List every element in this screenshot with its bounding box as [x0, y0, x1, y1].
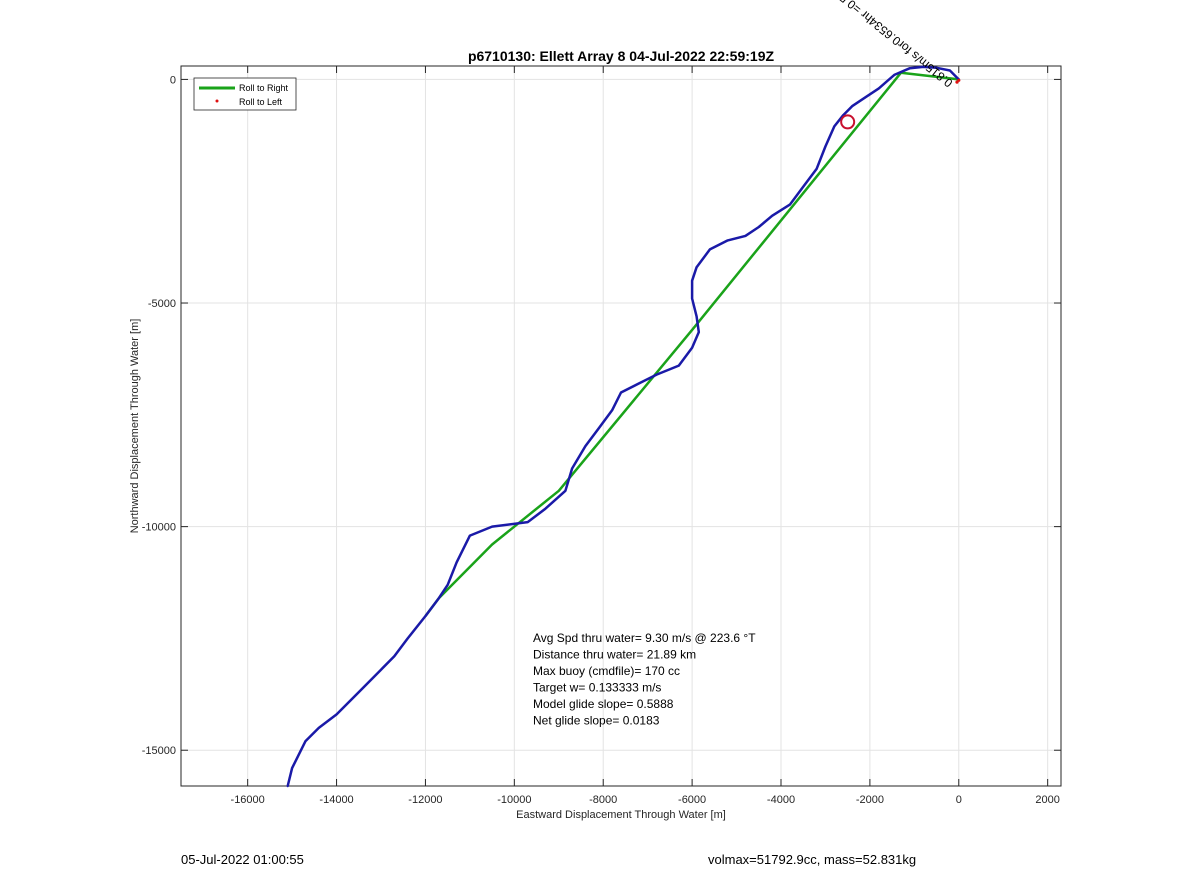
stats-line: Target w= 0.133333 m/s — [533, 681, 661, 695]
legend-label-roll-right: Roll to Right — [239, 83, 289, 93]
stats-annotation: Avg Spd thru water= 9.30 m/s @ 223.6 °T D… — [533, 631, 756, 728]
x-tick-label: -8000 — [589, 794, 617, 806]
stats-line: Model glide slope= 0.5888 — [533, 697, 674, 711]
x-tick-label: -6000 — [678, 794, 706, 806]
y-tick-label: -5000 — [148, 298, 176, 310]
legend-label-roll-left: Roll to Left — [239, 97, 283, 107]
y-tick-label: 0 — [170, 74, 176, 86]
stats-line: Avg Spd thru water= 9.30 m/s @ 223.6 °T — [533, 631, 756, 645]
legend-box — [193, 77, 297, 111]
legend-swatch-roll-left — [215, 99, 219, 103]
rotated-annotation: 0.815m/s for0.6534hr =0.5275km — [809, 0, 955, 90]
x-tick-label: -14000 — [319, 794, 353, 806]
x-tick-label: -2000 — [856, 794, 884, 806]
x-axis-label: Eastward Displacement Through Water [m] — [516, 809, 726, 821]
axis-ticks: -16000 -14000 -12000 -10000 -8000 -6000 -4000 -… — [142, 66, 1061, 806]
footer-vol-mass: volmax=51792.9cc, mass=52.831kg — [708, 852, 917, 867]
x-tick-label: 0 — [956, 794, 962, 806]
y-axis-label: Northward Displacement Through Water [m] — [129, 319, 141, 534]
legend: Roll to Right Roll to Left — [193, 77, 297, 111]
roll-left-point — [955, 80, 959, 84]
y-tick-label: -10000 — [142, 522, 176, 534]
x-tick-label: -4000 — [767, 794, 795, 806]
stats-line: Net glide slope= 0.0183 — [533, 714, 660, 728]
x-tick-label: -12000 — [408, 794, 442, 806]
chart-title: p6710130: Ellett Array 8 04-Jul-2022 22:… — [468, 48, 775, 64]
x-tick-label: -10000 — [497, 794, 531, 806]
stats-line: Distance thru water= 21.89 km — [533, 648, 696, 662]
position-marker — [840, 114, 856, 130]
x-tick-label: 2000 — [1035, 794, 1059, 806]
axes-frame — [180, 65, 1062, 787]
stats-line: Max buoy (cmdfile)= 170 cc — [533, 664, 680, 678]
x-tick-label: -16000 — [231, 794, 265, 806]
series-track — [286, 65, 961, 788]
footer-timestamp: 05-Jul-2022 01:00:55 — [181, 852, 304, 867]
grid-lines — [181, 66, 1061, 786]
y-tick-label: -15000 — [142, 745, 176, 757]
